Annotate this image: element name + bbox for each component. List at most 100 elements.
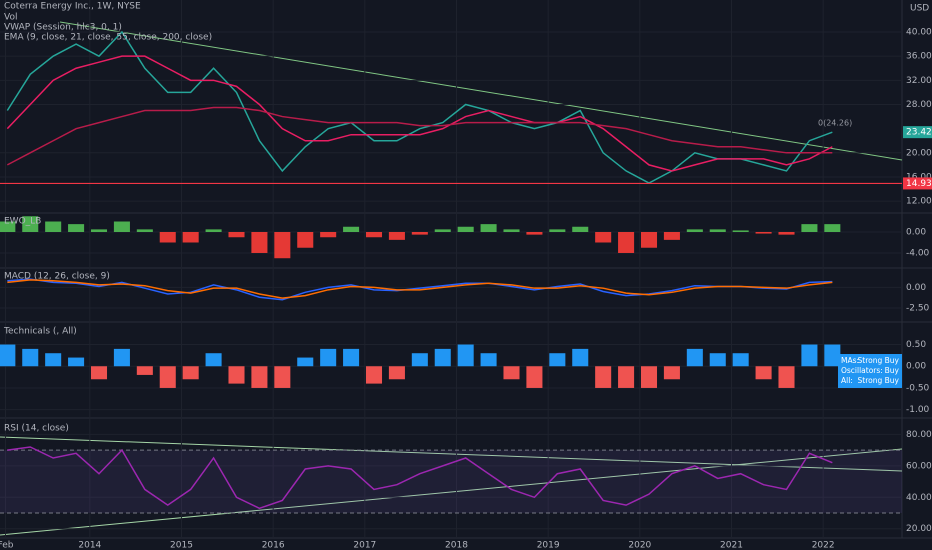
x-tick-label: 2016 xyxy=(262,541,285,550)
histogram-bar xyxy=(686,348,703,367)
x-tick-label: 2021 xyxy=(720,541,743,550)
histogram-bar xyxy=(503,229,520,232)
series-line xyxy=(6,30,833,184)
y-tick-label: 40.00 xyxy=(906,493,932,503)
histogram-bar xyxy=(755,366,772,380)
histogram-bar xyxy=(457,344,474,367)
histogram-bar xyxy=(45,353,62,367)
histogram-bar xyxy=(0,221,16,232)
histogram-bar xyxy=(388,231,405,240)
histogram-bar xyxy=(411,353,428,367)
y-tick-label: 40.00 xyxy=(906,28,932,38)
y-tick-label: 20.00 xyxy=(906,524,932,534)
histogram-bar xyxy=(732,353,749,367)
histogram-bar xyxy=(365,366,383,384)
series-line xyxy=(6,106,833,166)
currency-label: USD xyxy=(910,4,929,14)
histogram-bar xyxy=(595,231,612,243)
histogram-bar xyxy=(778,231,795,235)
y-tick-label: 0.00 xyxy=(906,283,926,293)
histogram-bar xyxy=(228,231,245,238)
histogram-bar xyxy=(709,229,726,232)
histogram-bar xyxy=(824,224,841,232)
series-line xyxy=(6,55,833,172)
histogram-bar xyxy=(251,231,268,253)
series-line xyxy=(7,278,833,301)
histogram-bar xyxy=(0,344,16,367)
y-tick-label: -2.50 xyxy=(906,304,930,314)
histogram-bar xyxy=(801,224,818,232)
x-tick-label: 2015 xyxy=(170,541,193,550)
histogram-bar xyxy=(90,366,108,380)
x-tick-label: 2019 xyxy=(537,541,560,550)
y-tick-label: 28.00 xyxy=(906,100,932,110)
price-badge-label: 14.93 xyxy=(906,179,932,189)
x-tick-label: 2022 xyxy=(812,541,835,550)
histogram-bar xyxy=(205,353,222,367)
x-tick-label: Feb xyxy=(0,541,14,550)
histogram-bar xyxy=(228,366,245,384)
histogram-bar xyxy=(68,357,85,367)
histogram-bar xyxy=(572,226,589,232)
histogram-bar xyxy=(709,353,726,367)
histogram-bar xyxy=(457,226,474,232)
rsi-band xyxy=(0,450,902,514)
histogram-bar xyxy=(824,344,841,367)
histogram-bar xyxy=(320,348,337,367)
legend-line: EMA (9, close, 21, close, 55, close, 200… xyxy=(4,33,212,43)
y-tick-label: -1.00 xyxy=(906,405,930,415)
histogram-bar xyxy=(68,224,85,232)
histogram-bar xyxy=(274,231,291,259)
tooltip-value: Strong Buy xyxy=(858,356,900,365)
histogram-bar xyxy=(686,229,703,232)
y-tick-label: 0.50 xyxy=(906,340,926,350)
histogram-bar xyxy=(526,231,543,235)
histogram-bar xyxy=(411,231,428,235)
tooltip-key: All: xyxy=(841,376,853,385)
histogram-bar xyxy=(22,348,39,367)
histogram-bar xyxy=(663,231,680,240)
histogram-bar xyxy=(732,230,749,232)
trend-line xyxy=(59,21,903,161)
series-line xyxy=(7,446,833,510)
pane-title: Coterra Energy Inc., 1W, NYSE xyxy=(4,2,141,12)
x-tick-label: 2014 xyxy=(78,541,101,550)
histogram-bar xyxy=(365,231,383,238)
histogram-bar xyxy=(45,221,62,232)
fib-annotation: 0(24.26) xyxy=(818,119,852,128)
pane-title: RSI (14, close) xyxy=(4,424,69,434)
tooltip-value: Strong Buy xyxy=(858,376,900,385)
histogram-bar xyxy=(801,344,818,367)
histogram-bar xyxy=(159,366,176,388)
rsi-trend-line xyxy=(0,448,903,536)
pane-title: Technicals (, All) xyxy=(3,327,77,337)
histogram-bar xyxy=(778,366,795,388)
price-badge xyxy=(903,177,932,190)
histogram-bar xyxy=(434,229,451,232)
histogram-bar xyxy=(205,229,222,232)
histogram-bar xyxy=(663,366,680,380)
histogram-bar xyxy=(549,229,566,232)
price-badge xyxy=(903,126,932,139)
tooltip-value: Buy xyxy=(885,366,900,375)
x-tick-label: 2017 xyxy=(353,541,376,550)
x-tick-label: 2018 xyxy=(445,541,468,550)
histogram-bar xyxy=(640,366,658,388)
y-tick-label: 0.00 xyxy=(906,227,926,237)
y-tick-label: 12.00 xyxy=(906,197,932,207)
histogram-bar xyxy=(182,231,199,243)
histogram-bar xyxy=(113,348,130,367)
y-tick-label: -4.00 xyxy=(906,248,930,258)
histogram-bar xyxy=(480,224,497,232)
legend-line: Vol xyxy=(4,13,17,23)
pane-title: EWO_LB xyxy=(4,217,41,227)
y-tick-label: 0.00 xyxy=(906,362,926,372)
tooltip-key: Oscillators: xyxy=(841,366,883,375)
y-tick-label: -0.50 xyxy=(906,383,930,393)
histogram-bar xyxy=(136,366,153,375)
histogram-bar xyxy=(618,366,635,388)
histogram-bar xyxy=(503,366,520,380)
histogram-bar xyxy=(113,221,130,232)
price-badge-label: 23.42 xyxy=(906,128,932,138)
